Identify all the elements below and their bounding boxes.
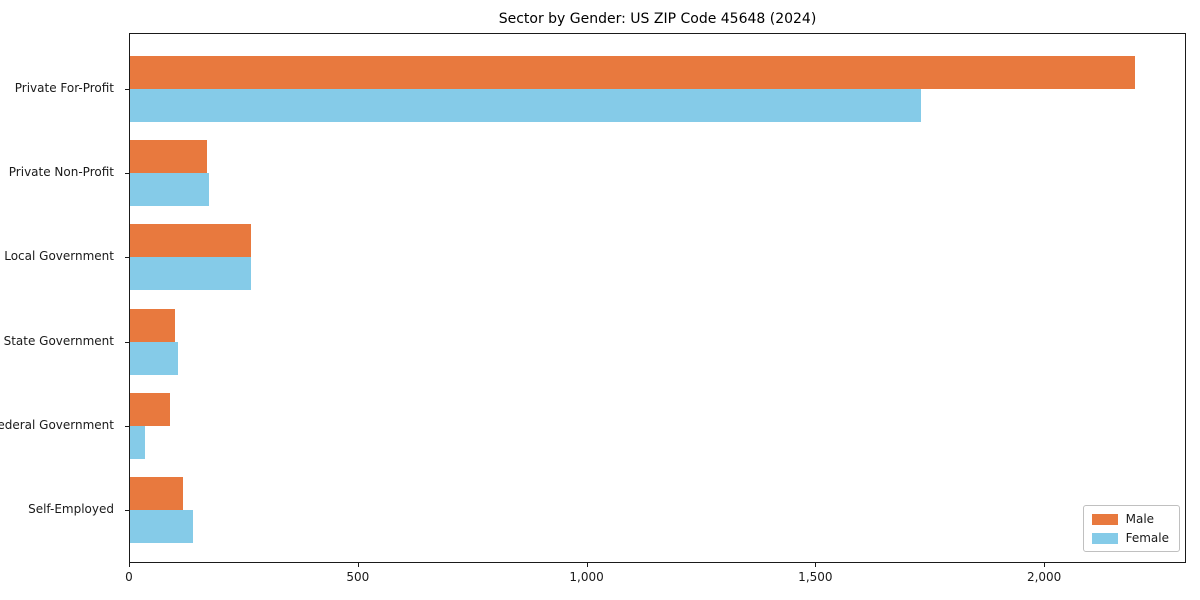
bar-male-federal-government xyxy=(130,392,170,426)
legend-label-male: Male xyxy=(1125,512,1155,526)
plot-area: Male Female xyxy=(125,33,1186,563)
bar-female-local-government xyxy=(130,257,252,291)
bar-male-self-employed xyxy=(130,477,183,510)
legend-entry-female: Female xyxy=(1091,531,1169,545)
x-tick-label-2000: 2,000 xyxy=(1026,570,1062,584)
y-axis-label-federal-government: Federal Government xyxy=(0,417,114,432)
bar-female-private-non-profit xyxy=(130,173,209,207)
legend: Male Female xyxy=(1082,505,1180,552)
y-tick-state-government xyxy=(125,341,129,343)
bar-female-federal-government xyxy=(130,425,146,459)
x-tick-label-1000: 1,000 xyxy=(569,570,604,584)
bar-male-state-government xyxy=(130,308,175,342)
bar-female-state-government xyxy=(130,341,179,375)
y-tick-private-for-profit xyxy=(125,89,129,90)
y-axis-label-state-government: State Government xyxy=(3,333,114,348)
y-axis-labels: Private For-Profit Private Non-Profit Loca… xyxy=(0,33,121,563)
y-axis-label-private-for-profit: Private For-Profit xyxy=(14,81,114,95)
y-axis-label-private-non-profit: Private Non-Profit xyxy=(8,165,114,180)
chart-title: Sector by Gender: US ZIP Code 45648 (202… xyxy=(498,11,817,27)
y-tick-private-non-profit xyxy=(125,173,129,175)
bar-female-private-for-profit xyxy=(130,89,922,122)
x-tick-500 xyxy=(357,563,359,567)
bar-male-private-for-profit xyxy=(130,56,1135,89)
legend-swatch-female xyxy=(1091,532,1118,544)
x-axis: 0 500 1,000 1,500 2,000 xyxy=(125,563,1186,593)
y-tick-federal-government xyxy=(125,425,129,427)
legend-swatch-male xyxy=(1091,513,1118,525)
x-tick-1500 xyxy=(815,563,817,567)
legend-entry-male: Male xyxy=(1091,512,1169,526)
x-tick-label-0: 0 xyxy=(125,570,133,584)
bar-male-local-government xyxy=(130,224,252,258)
x-tick-2000 xyxy=(1044,563,1046,567)
x-tick-0 xyxy=(129,563,130,567)
x-tick-1000 xyxy=(586,563,588,567)
y-axis-label-local-government: Local Government xyxy=(4,249,114,264)
legend-label-female: Female xyxy=(1125,531,1169,545)
bar-female-self-employed xyxy=(130,510,194,543)
x-tick-label-500: 500 xyxy=(346,570,370,584)
y-tick-self-employed xyxy=(125,510,129,511)
y-tick-local-government xyxy=(125,257,129,259)
bar-male-private-non-profit xyxy=(130,140,207,174)
y-axis-label-self-employed: Self-Employed xyxy=(28,502,114,516)
x-tick-label-1500: 1,500 xyxy=(798,570,833,584)
